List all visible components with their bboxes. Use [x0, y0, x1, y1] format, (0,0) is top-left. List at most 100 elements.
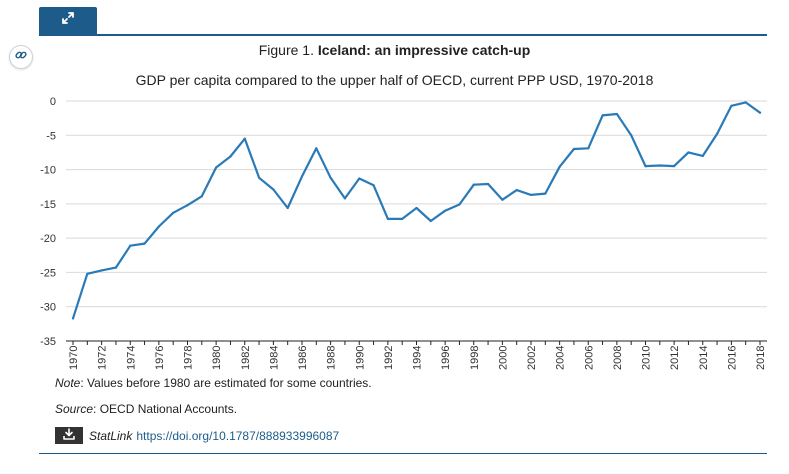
statlink-url[interactable]: https://doi.org/10.1787/888933996087: [136, 428, 340, 443]
data-point: [687, 151, 690, 154]
x-tick-label: 2008: [612, 346, 624, 370]
x-tick-label: 2000: [497, 346, 509, 370]
download-icon: [62, 428, 76, 443]
data-point: [715, 132, 719, 136]
x-tick-label: 1976: [154, 346, 166, 370]
data-point: [673, 165, 676, 168]
y-tick-label: 0: [50, 96, 56, 108]
x-tick-label: 2004: [555, 346, 567, 370]
data-point: [744, 101, 747, 104]
source-text: : OECD National Accounts.: [93, 402, 238, 416]
data-point: [472, 183, 475, 186]
x-tick-label: 1996: [440, 346, 452, 370]
data-point: [429, 219, 432, 223]
data-point: [372, 184, 375, 187]
x-tick-label: 1986: [297, 346, 309, 370]
data-point: [415, 206, 418, 210]
x-tick-label: 1994: [412, 346, 424, 370]
data-point: [644, 165, 647, 168]
figure-title-text: Iceland: an impressive catch-up: [317, 42, 531, 58]
x-tick-label: 1988: [326, 346, 338, 370]
x-tick-label: 1982: [240, 346, 252, 370]
data-point: [486, 182, 490, 186]
data-point: [71, 317, 75, 320]
data-point: [114, 266, 118, 269]
data-point: [529, 193, 533, 197]
y-tick-label: -35: [40, 336, 56, 348]
statlink-label: StatLink: [89, 428, 133, 443]
x-tick-label: 2012: [669, 346, 681, 370]
data-point: [615, 112, 618, 116]
data-point: [701, 154, 704, 157]
data-point: [658, 164, 661, 167]
x-tick-label: 1990: [354, 346, 366, 370]
note-text: : Values before 1980 are estimated for s…: [80, 376, 372, 390]
x-tick-label: 1978: [183, 346, 195, 370]
bottom-divider: [39, 453, 767, 454]
x-tick-label: 1984: [268, 346, 280, 370]
data-point: [157, 225, 160, 228]
y-tick-label: -20: [40, 233, 56, 245]
x-tick-label: 1970: [68, 346, 80, 370]
data-point: [186, 204, 189, 207]
top-divider: [39, 34, 767, 36]
y-tick-label: -10: [40, 165, 56, 177]
data-point: [143, 242, 146, 245]
figure-title: Figure 1. Iceland: an impressive catch-u…: [0, 42, 789, 58]
x-tick-label: 2014: [698, 346, 710, 370]
data-point: [501, 198, 504, 201]
link-icon: [15, 48, 27, 66]
data-point: [587, 147, 590, 150]
data-point: [215, 166, 218, 169]
data-point: [358, 177, 361, 180]
data-point: [329, 176, 332, 179]
download-button[interactable]: [55, 427, 83, 444]
y-tick-label: -25: [40, 267, 56, 279]
data-point: [172, 211, 175, 214]
data-point: [100, 269, 103, 272]
data-point: [458, 203, 461, 206]
data-point: [272, 188, 275, 191]
permalink-button[interactable]: [9, 45, 33, 69]
data-point: [386, 217, 389, 221]
data-point: [515, 189, 518, 192]
expand-icon: [61, 11, 75, 30]
data-point: [315, 147, 318, 150]
x-tick-label: 1980: [211, 346, 223, 370]
x-tick-label: 1974: [125, 346, 137, 370]
x-tick-label: 1972: [97, 346, 109, 370]
y-tick-label: -15: [40, 199, 56, 211]
data-point: [444, 209, 447, 212]
data-point: [572, 147, 576, 151]
data-point: [243, 137, 246, 140]
x-tick-label: 2002: [526, 346, 538, 370]
data-point: [401, 217, 404, 221]
figure-label: Figure 1.: [258, 42, 314, 58]
y-tick-label: -5: [46, 130, 56, 142]
x-tick-label: 2006: [583, 346, 595, 370]
note-label: Note: [55, 376, 81, 390]
x-tick-label: 2010: [641, 346, 653, 370]
data-point: [300, 175, 304, 178]
data-point: [544, 192, 547, 195]
data-point: [286, 206, 289, 210]
data-point: [229, 155, 232, 158]
expand-button[interactable]: [39, 7, 97, 34]
data-point: [200, 195, 203, 198]
data-point: [129, 244, 132, 247]
data-point: [730, 104, 733, 107]
data-point: [758, 111, 762, 114]
data-point: [343, 197, 347, 200]
source-line: Source: OECD National Accounts.: [55, 402, 237, 416]
data-point: [601, 114, 604, 117]
data-point: [86, 272, 89, 275]
x-tick-label: 2016: [726, 346, 738, 370]
figure-subtitle: GDP per capita compared to the upper hal…: [135, 72, 654, 88]
data-point: [630, 134, 633, 137]
x-tick-label: 1998: [469, 346, 481, 370]
data-point: [257, 176, 261, 179]
x-tick-label: 1992: [383, 346, 395, 370]
y-tick-label: -30: [40, 302, 56, 314]
x-tick-label: 2018: [755, 346, 767, 370]
